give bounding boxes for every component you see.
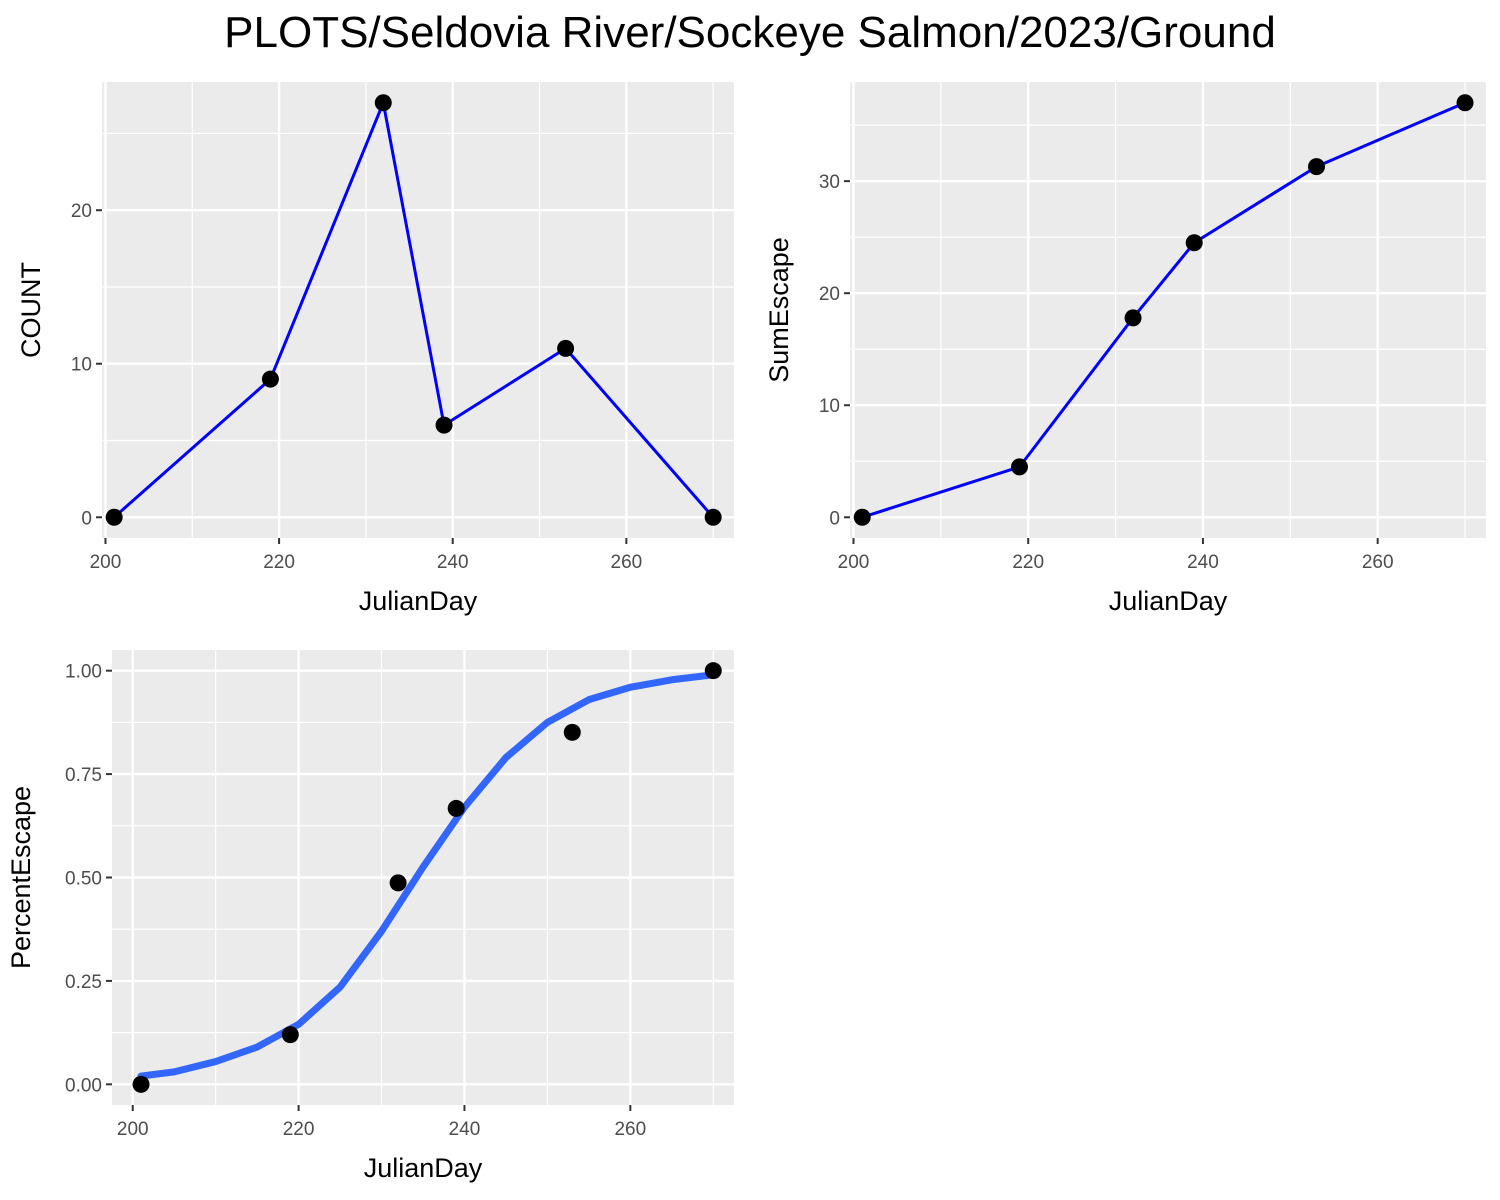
y-tick-label: 0 — [81, 508, 92, 529]
x-axis-title: JulianDay — [364, 1153, 483, 1183]
data-point — [704, 508, 722, 526]
x-tick-label: 220 — [283, 1119, 315, 1140]
y-tick-label: 0.50 — [65, 869, 102, 890]
data-point — [281, 1026, 299, 1044]
data-point — [1010, 458, 1028, 476]
x-tick-label: 260 — [614, 1119, 646, 1140]
y-axis-title: SumEscape — [764, 237, 794, 383]
x-tick-label: 200 — [117, 1119, 149, 1140]
data-point — [853, 508, 871, 526]
data-point — [1124, 309, 1142, 327]
x-tick-label: 240 — [1187, 552, 1219, 573]
y-tick-label: 10 — [819, 396, 840, 417]
x-tick-label: 220 — [263, 552, 295, 573]
data-point — [557, 339, 575, 357]
y-tick-label: 0 — [829, 508, 840, 529]
data-point — [1456, 94, 1474, 112]
y-tick-label: 0.75 — [65, 765, 102, 786]
data-point — [105, 508, 123, 526]
data-point — [374, 94, 392, 112]
y-tick-label: 20 — [71, 201, 92, 222]
series-line — [861, 101, 1466, 519]
data-point — [1308, 158, 1326, 176]
x-tick-label: 200 — [90, 552, 122, 573]
data-point — [435, 416, 453, 434]
data-point — [261, 370, 279, 388]
smooth-curve — [137, 671, 717, 1080]
x-tick-label: 260 — [1362, 552, 1394, 573]
data-point — [704, 662, 722, 680]
y-tick-label: 30 — [819, 172, 840, 193]
y-tick-label: 0.00 — [65, 1075, 102, 1096]
panel-background — [850, 82, 1486, 538]
panel-3: 200 220 240 260 0.00 0.25 0.50 0.75 1.00 JulianDa… — [6, 650, 734, 1183]
page-title: PLOTS/Seldovia River/Sockeye Salmon/2023… — [224, 8, 1276, 57]
data-point — [563, 723, 581, 741]
y-tick-label: 0.25 — [65, 972, 102, 993]
panel-2: 200 220 240 260 0 10 20 30 JulianDay SumEscape — [764, 82, 1486, 616]
data-point — [1185, 234, 1203, 252]
panel-background — [102, 82, 734, 538]
y-axis-title: COUNT — [16, 262, 46, 358]
x-tick-label: 200 — [838, 552, 870, 573]
y-tick-label: 20 — [819, 284, 840, 305]
x-tick-label: 220 — [1012, 552, 1044, 573]
data-point — [132, 1075, 150, 1093]
x-tick-label: 240 — [437, 552, 469, 573]
x-tick-label: 260 — [611, 552, 643, 573]
panel-1: 200 220 240 260 0 10 20 JulianDay COUNT — [16, 82, 734, 616]
x-axis-title: JulianDay — [1109, 586, 1228, 616]
data-point — [447, 799, 465, 817]
y-tick-label: 10 — [71, 355, 92, 376]
series-line — [113, 101, 715, 519]
data-point — [389, 874, 407, 892]
y-tick-label: 1.00 — [65, 662, 102, 683]
x-axis-title: JulianDay — [359, 586, 478, 616]
x-tick-label: 240 — [449, 1119, 481, 1140]
y-axis-title: PercentEscape — [6, 786, 36, 969]
